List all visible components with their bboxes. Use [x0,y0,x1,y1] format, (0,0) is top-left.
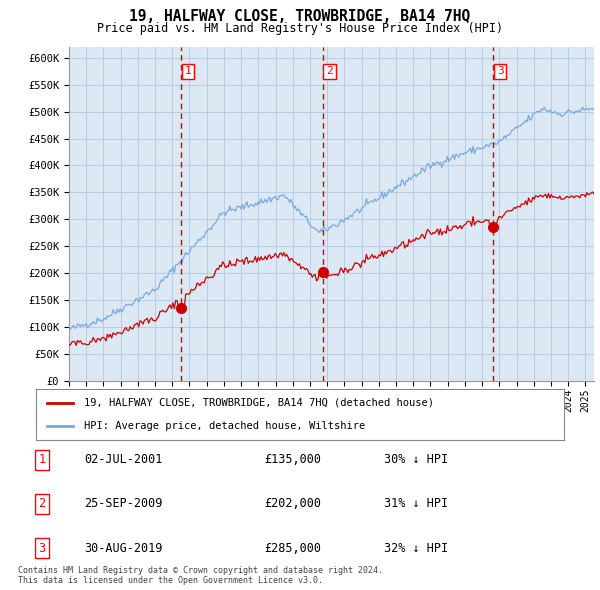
Text: 19, HALFWAY CLOSE, TROWBRIDGE, BA14 7HQ (detached house): 19, HALFWAY CLOSE, TROWBRIDGE, BA14 7HQ … [83,398,434,408]
Text: 30-AUG-2019: 30-AUG-2019 [84,542,163,555]
Text: 2: 2 [38,497,46,510]
Text: 3: 3 [497,67,503,76]
Text: 1: 1 [184,67,191,76]
Text: HPI: Average price, detached house, Wiltshire: HPI: Average price, detached house, Wilt… [83,421,365,431]
Text: Price paid vs. HM Land Registry's House Price Index (HPI): Price paid vs. HM Land Registry's House … [97,22,503,35]
Text: 30% ↓ HPI: 30% ↓ HPI [384,453,448,466]
Text: £285,000: £285,000 [264,542,321,555]
Text: 31% ↓ HPI: 31% ↓ HPI [384,497,448,510]
Text: £202,000: £202,000 [264,497,321,510]
Text: 02-JUL-2001: 02-JUL-2001 [84,453,163,466]
Text: £135,000: £135,000 [264,453,321,466]
Text: 25-SEP-2009: 25-SEP-2009 [84,497,163,510]
Text: Contains HM Land Registry data © Crown copyright and database right 2024.
This d: Contains HM Land Registry data © Crown c… [18,566,383,585]
Text: 3: 3 [38,542,46,555]
Text: 2: 2 [326,67,333,76]
Text: 32% ↓ HPI: 32% ↓ HPI [384,542,448,555]
Text: 19, HALFWAY CLOSE, TROWBRIDGE, BA14 7HQ: 19, HALFWAY CLOSE, TROWBRIDGE, BA14 7HQ [130,9,470,24]
Text: 1: 1 [38,453,46,466]
